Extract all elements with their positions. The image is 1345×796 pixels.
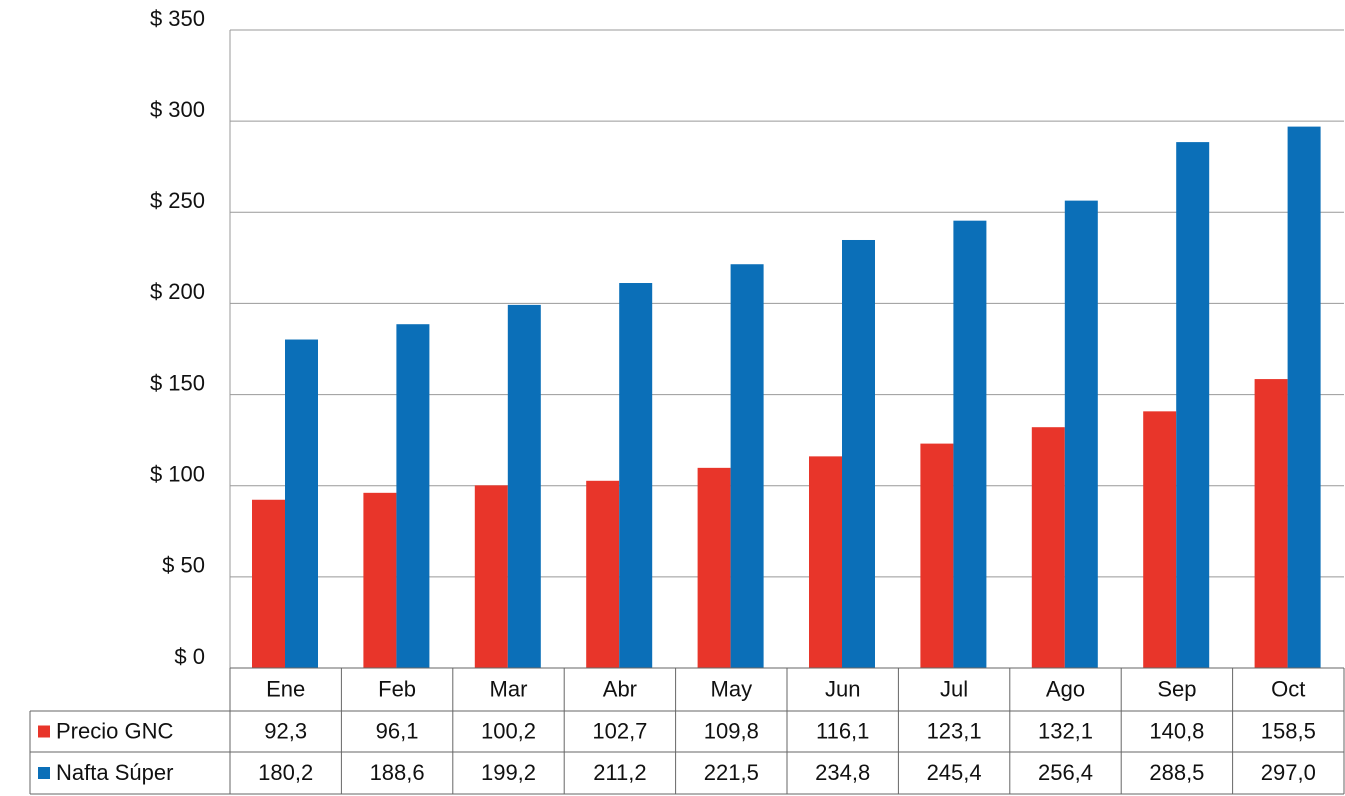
data-label: 123,1	[927, 718, 982, 743]
x-tick-label: Sep	[1157, 676, 1196, 701]
bar	[697, 467, 731, 668]
bar	[1031, 427, 1065, 668]
x-tick-label: Abr	[603, 676, 637, 701]
y-tick-label: $ 0	[174, 644, 205, 669]
bar	[507, 304, 541, 668]
bar	[1176, 142, 1210, 668]
bar	[1254, 379, 1288, 668]
data-label: 158,5	[1261, 718, 1316, 743]
y-tick-label: $ 250	[150, 188, 205, 213]
bar	[809, 456, 842, 668]
bar	[619, 283, 653, 668]
x-tick-label: May	[711, 676, 753, 701]
bar	[396, 324, 430, 668]
data-label: 188,6	[370, 760, 425, 785]
y-tick-label: $ 150	[150, 370, 205, 395]
bar	[1064, 200, 1098, 668]
bar	[586, 480, 620, 668]
bar	[252, 499, 285, 668]
bar	[285, 339, 318, 668]
data-label: 180,2	[258, 760, 313, 785]
legend-swatch	[38, 767, 50, 779]
y-tick-label: $ 100	[150, 462, 205, 487]
data-label: 96,1	[376, 718, 419, 743]
x-tick-label: Ago	[1046, 676, 1085, 701]
bar	[953, 220, 987, 669]
x-tick-label: Jul	[940, 676, 968, 701]
y-tick-label: $ 300	[150, 97, 205, 122]
legend-label: Precio GNC	[56, 718, 173, 743]
x-tick-label: Jun	[825, 676, 860, 701]
data-label: 245,4	[927, 760, 982, 785]
data-label: 256,4	[1038, 760, 1093, 785]
data-label: 140,8	[1149, 718, 1204, 743]
data-label: 116,1	[816, 718, 869, 743]
legend-label: Nafta Súper	[56, 760, 173, 785]
bar	[730, 264, 764, 668]
data-label: 109,8	[704, 718, 759, 743]
legend-swatch	[38, 725, 50, 738]
data-label: 288,5	[1149, 760, 1204, 785]
bar	[474, 485, 508, 668]
bar	[842, 239, 875, 668]
y-tick-label: $ 200	[150, 279, 205, 304]
y-tick-label: $ 350	[150, 6, 205, 31]
x-tick-label: Mar	[490, 676, 528, 701]
data-label: 211,2	[593, 760, 646, 785]
data-label: 102,7	[592, 718, 647, 743]
y-tick-label: $ 50	[162, 553, 205, 578]
data-label: 132,1	[1038, 718, 1093, 743]
bar	[363, 492, 397, 668]
data-label: 92,3	[264, 718, 307, 743]
x-tick-label: Oct	[1271, 676, 1305, 701]
data-label: 221,5	[704, 760, 759, 785]
bar	[920, 443, 954, 668]
data-label: 100,2	[481, 718, 536, 743]
bar	[1287, 126, 1321, 668]
bar	[1143, 411, 1177, 668]
data-label: 199,2	[481, 760, 536, 785]
data-label: 297,0	[1261, 760, 1316, 785]
x-tick-label: Feb	[378, 676, 416, 701]
x-tick-label: Ene	[266, 676, 305, 701]
data-label: 234,8	[815, 760, 870, 785]
